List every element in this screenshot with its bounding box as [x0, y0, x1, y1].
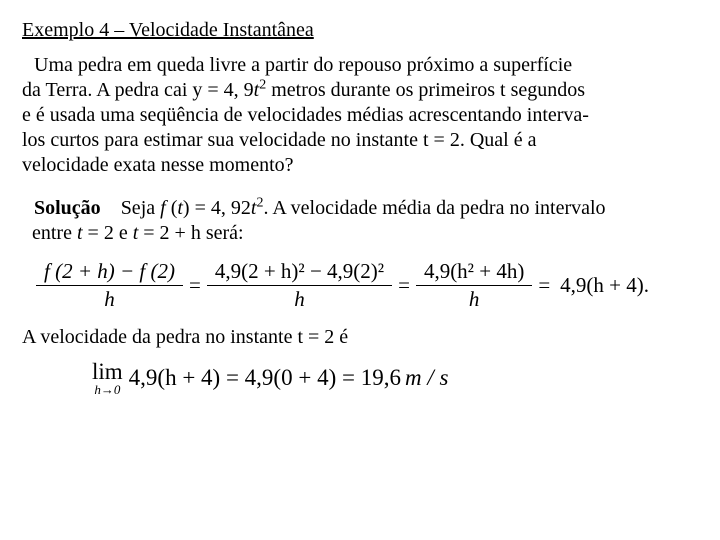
equation-limit: lim h→0 4,9(h + 4) = 4,9(0 + 4) = 19,6m … [92, 360, 692, 396]
problem-line2b: metros durante os primeiros t segundos [266, 79, 585, 101]
sol-s2e: = 2 + h será: [138, 222, 243, 244]
sol-s2c: = 2 e [83, 222, 133, 244]
lim-text: lim [92, 360, 123, 383]
equation-avg-velocity: f (2 + h) − f (2) h = 4,9(2 + h)² − 4,9(… [40, 260, 692, 311]
fraction-2: 4,9(2 + h)² − 4,9(2)² h [211, 260, 388, 311]
frac1-num: f (2 + h) − f (2) [40, 260, 179, 285]
frac3-num: 4,9(h² + 4h) [420, 260, 528, 285]
limit-units: m / s [405, 364, 448, 393]
equals-1: = [185, 272, 205, 298]
lim-subscript: h→0 [94, 383, 120, 396]
sol-s1a: Seja [121, 197, 160, 219]
frac2-num: 4,9(2 + h)² − 4,9(2)² [211, 260, 388, 285]
page: Exemplo 4 – Velocidade Instantânea Uma p… [0, 0, 720, 406]
frac1-den: h [36, 285, 183, 311]
problem-line1: Uma pedra em queda livre a partir do rep… [34, 54, 572, 76]
sol-f: f [160, 197, 171, 219]
sol-s1e: ) = 4, 92 [183, 197, 251, 219]
problem-line3: e é usada uma seqüência de velocidades m… [22, 103, 692, 128]
sol-s1g: . A velocidade média da pedra no interva… [263, 197, 605, 219]
limit-body: 4,9(h + 4) = 4,9(0 + 4) = 19,6 [129, 364, 401, 393]
fraction-3: 4,9(h² + 4h) h [420, 260, 528, 311]
equals-3: = [534, 272, 554, 298]
problem-statement: Uma pedra em queda livre a partir do rep… [22, 53, 692, 178]
example-title: Exemplo 4 – Velocidade Instantânea [22, 18, 692, 43]
frac3-den: h [416, 285, 532, 311]
problem-line5: velocidade exata nesse momento? [22, 153, 692, 178]
sol-s2a: entre [32, 222, 77, 244]
limit-operator: lim h→0 [92, 360, 123, 396]
solution-label: Solução [34, 197, 101, 219]
equals-2: = [394, 272, 414, 298]
solution-block: Solução Seja f (t) = 4, 92t2. A velocida… [32, 196, 692, 246]
frac2-den: h [207, 285, 392, 311]
fraction-1: f (2 + h) − f (2) h [40, 260, 179, 311]
problem-line2a: da Terra. A pedra cai y = 4, 9 [22, 79, 254, 101]
problem-line4: los curtos para estimar sua velocidade n… [22, 128, 692, 153]
final-sentence: A velocidade da pedra no instante t = 2 … [22, 325, 692, 350]
eq1-tail: 4,9(h + 4). [560, 272, 649, 298]
